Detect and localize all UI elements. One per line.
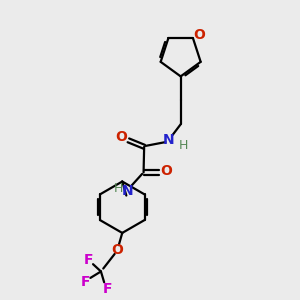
- Text: O: O: [194, 28, 206, 42]
- Text: F: F: [81, 275, 91, 289]
- Text: N: N: [163, 133, 175, 147]
- Text: N: N: [122, 184, 133, 199]
- Text: F: F: [84, 253, 93, 266]
- Text: H: H: [113, 182, 123, 195]
- Text: O: O: [116, 130, 127, 144]
- Text: H: H: [179, 139, 188, 152]
- Text: F: F: [103, 282, 112, 296]
- Text: O: O: [111, 243, 123, 257]
- Text: O: O: [160, 164, 172, 178]
